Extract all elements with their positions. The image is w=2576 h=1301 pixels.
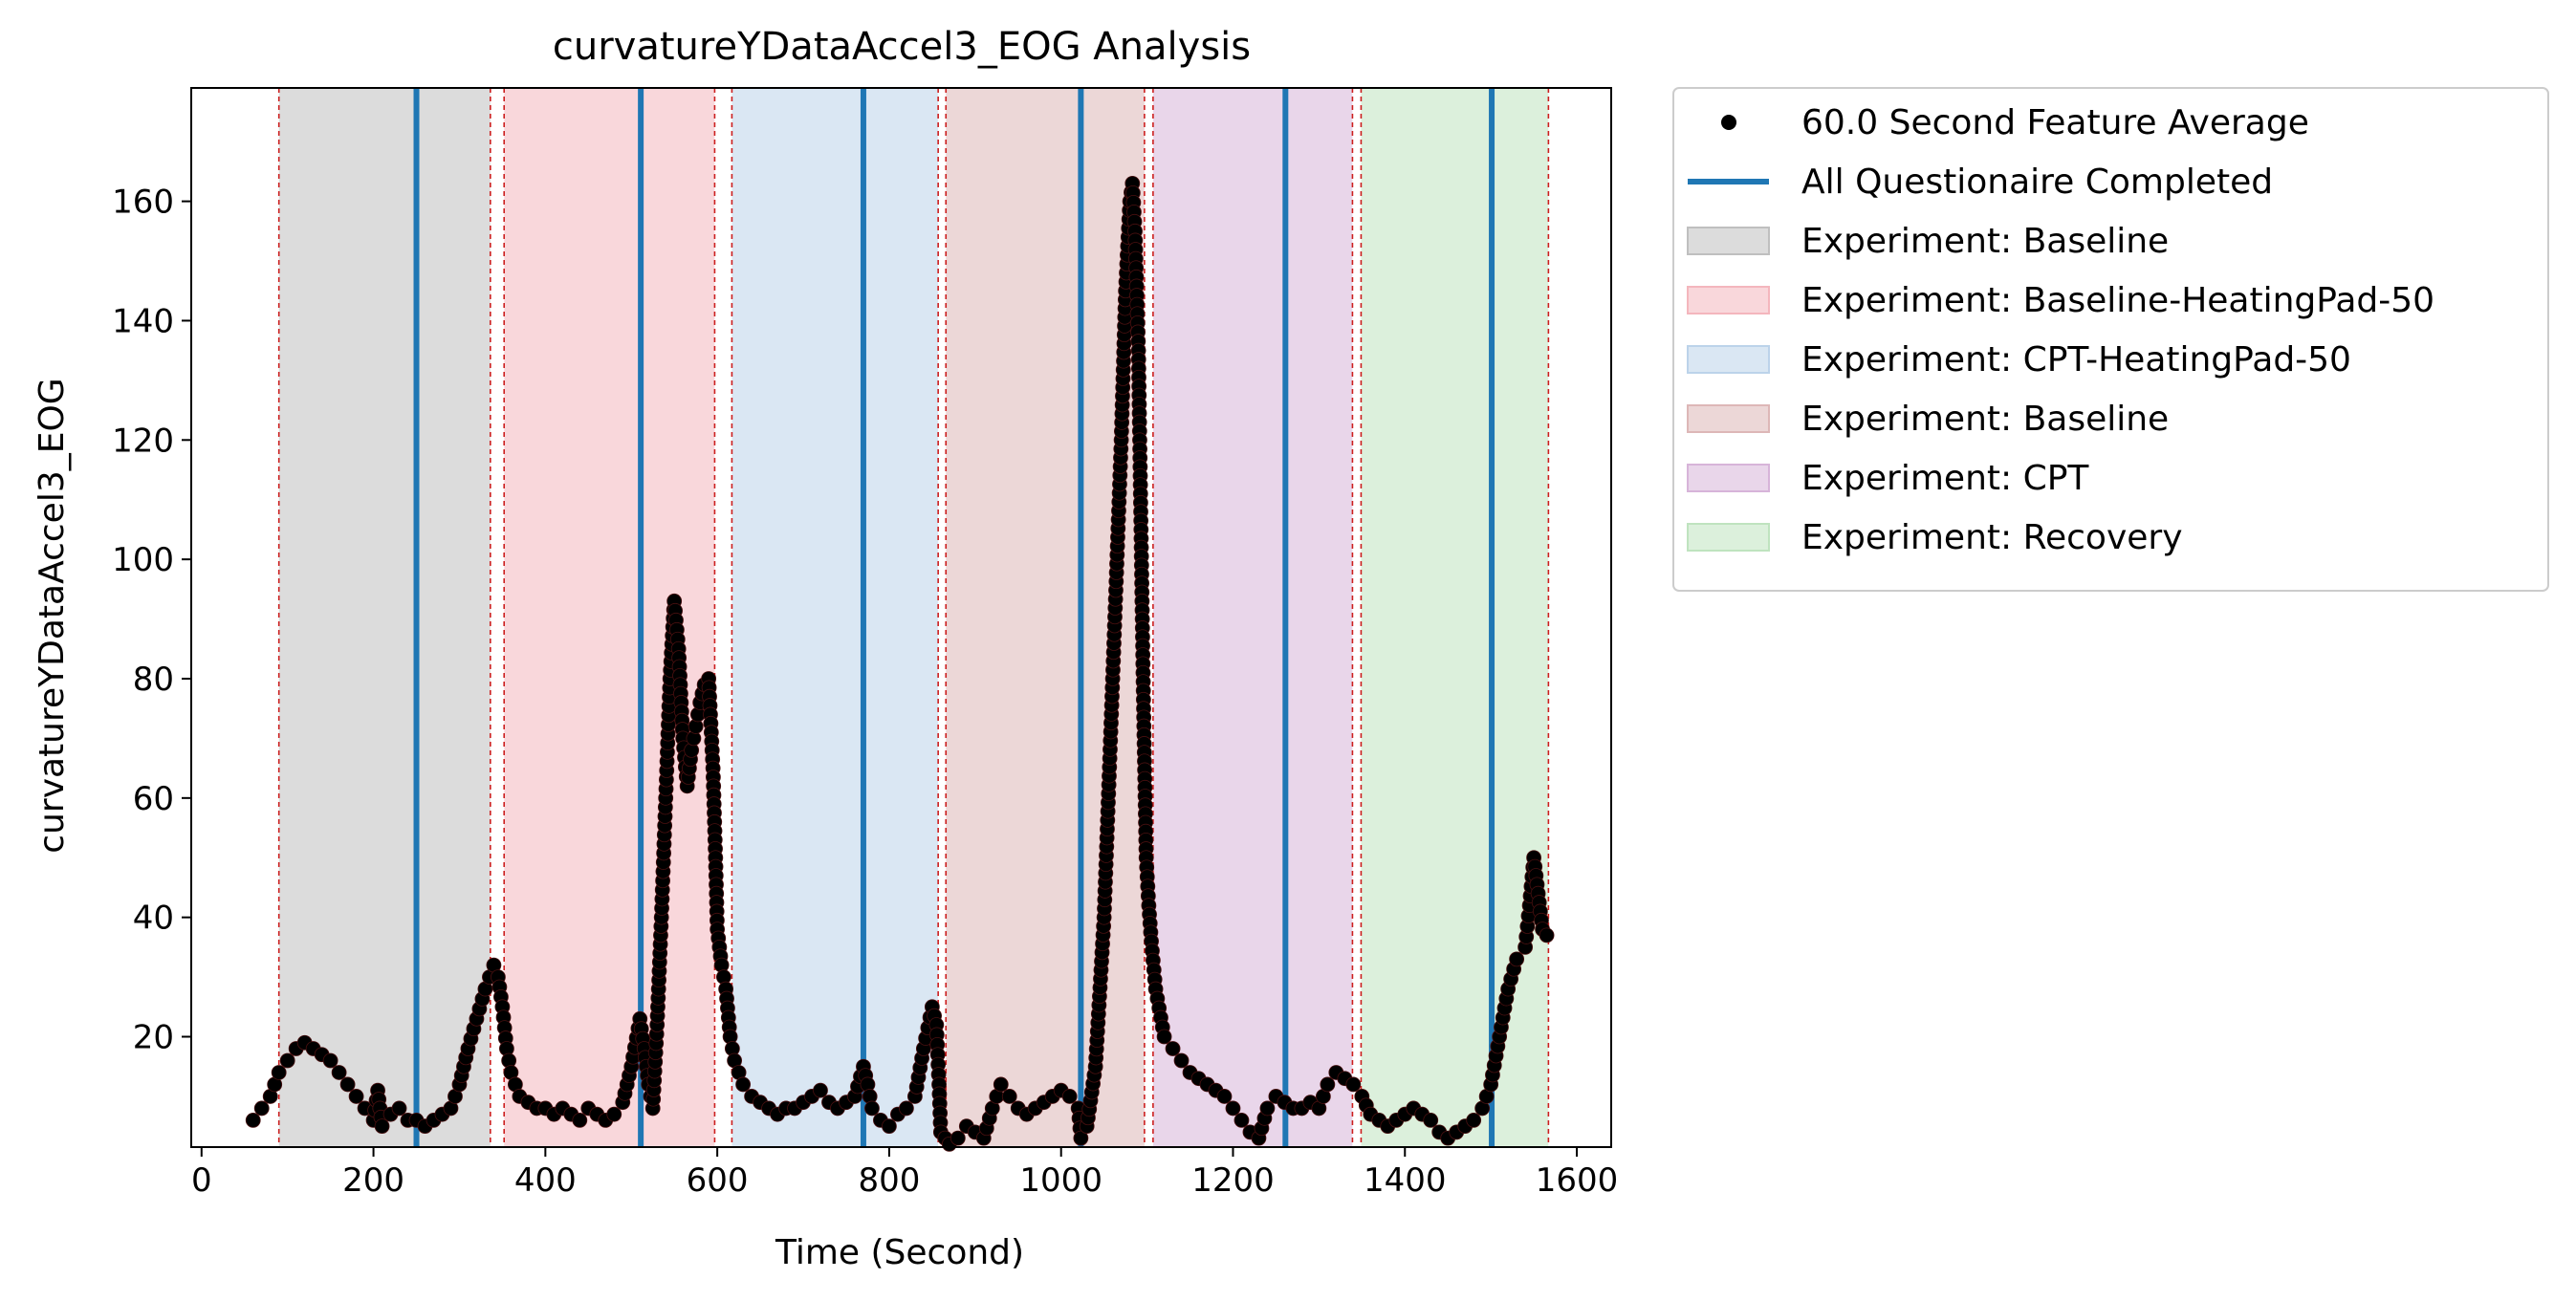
data-point — [1345, 1076, 1362, 1093]
legend-label: Experiment: CPT-HeatingPad-50 — [1801, 340, 2351, 379]
data-point — [735, 1076, 752, 1093]
x-axis-label: Time (Second) — [775, 1233, 1024, 1272]
legend-label: Experiment: Baseline — [1801, 222, 2169, 261]
data-points — [245, 175, 1555, 1152]
legend-label: 60.0 Second Feature Average — [1801, 103, 2309, 142]
y-tick-label: 40 — [133, 900, 174, 938]
experiment-region — [278, 88, 491, 1147]
data-point — [1225, 1100, 1241, 1117]
data-point — [950, 1130, 966, 1146]
data-point — [1423, 1113, 1439, 1128]
data-point — [882, 1118, 897, 1135]
data-point — [1165, 1041, 1181, 1056]
data-point — [1061, 1089, 1078, 1104]
y-axis-label: curvatureYDataAccel3_EOG — [33, 378, 72, 853]
x-tick-label: 400 — [514, 1161, 577, 1200]
legend-box — [1672, 87, 2549, 592]
chart-title: curvatureYDataAccel3_EOG Analysis — [553, 25, 1251, 69]
data-point — [271, 1065, 287, 1080]
y-tick-label: 80 — [133, 661, 174, 699]
questionnaire-lines — [413, 88, 1495, 1147]
axes-border — [190, 87, 1612, 1148]
data-point — [993, 1076, 1009, 1093]
data-point — [374, 1118, 390, 1135]
data-point — [1216, 1089, 1233, 1104]
data-point — [1156, 1029, 1172, 1045]
y-tick-label: 140 — [112, 302, 174, 340]
data-point — [339, 1076, 356, 1093]
data-point — [572, 1113, 588, 1128]
data-point — [1001, 1089, 1017, 1104]
x-tick-label: 600 — [687, 1161, 749, 1200]
data-point — [864, 1100, 880, 1117]
data-point — [348, 1089, 364, 1104]
legend-label: Experiment: Baseline-HeatingPad-50 — [1801, 281, 2434, 320]
y-tick-label: 120 — [112, 422, 174, 460]
legend-marker — [1721, 115, 1736, 130]
legend: 60.0 Second Feature Average All Questiona… — [1672, 87, 2549, 592]
x-tick-label: 1400 — [1364, 1161, 1447, 1200]
x-tick-label: 1200 — [1191, 1161, 1275, 1200]
x-tick-label: 1000 — [1019, 1161, 1102, 1200]
legend-label: Experiment: Baseline — [1801, 400, 2169, 439]
experiment-region — [1152, 88, 1353, 1147]
data-point — [1073, 1130, 1089, 1146]
legend-patch — [1687, 404, 1770, 433]
legend-patch — [1687, 227, 1770, 255]
data-point — [1173, 1052, 1190, 1069]
data-point — [1509, 951, 1525, 967]
data-point — [245, 1113, 261, 1128]
data-point — [606, 1106, 622, 1122]
data-point — [898, 1100, 914, 1117]
legend-patch — [1687, 523, 1770, 552]
data-point — [331, 1065, 347, 1080]
x-tick-label: 1600 — [1536, 1161, 1619, 1200]
y-tick-label: 20 — [133, 1019, 174, 1057]
data-point — [1259, 1100, 1276, 1117]
legend-label: Experiment: CPT — [1801, 459, 2089, 498]
experiment-region — [1361, 88, 1549, 1147]
data-point — [1233, 1113, 1250, 1128]
x-tick-label: 200 — [342, 1161, 404, 1200]
experiment-regions — [278, 88, 1549, 1147]
x-tick-label: 800 — [858, 1161, 920, 1200]
data-point — [1320, 1076, 1336, 1093]
legend-patch — [1687, 345, 1770, 374]
experiment-region — [504, 88, 715, 1147]
data-point — [391, 1100, 407, 1117]
x-tick-label: 0 — [191, 1161, 212, 1200]
experiment-region — [731, 88, 939, 1147]
y-tick-label: 160 — [112, 184, 174, 222]
y-axis: 20 40 60 80 100 120 140 160 — [112, 184, 191, 1057]
data-point — [322, 1052, 338, 1069]
axes-frame — [190, 87, 1612, 1148]
data-point — [1466, 1113, 1482, 1128]
legend-label: Experiment: Recovery — [1801, 518, 2183, 557]
x-axis: 0 200 400 600 800 1000 1200 1400 1600 — [191, 1147, 1618, 1200]
legend-patch — [1687, 464, 1770, 492]
data-point — [813, 1082, 828, 1098]
legend-label: All Questionaire Completed — [1801, 163, 2273, 202]
legend-patch — [1687, 286, 1770, 314]
data-point — [253, 1100, 270, 1117]
y-tick-label: 60 — [133, 780, 174, 818]
data-point — [1539, 927, 1555, 943]
y-tick-label: 100 — [112, 541, 174, 579]
data-point — [279, 1052, 295, 1069]
